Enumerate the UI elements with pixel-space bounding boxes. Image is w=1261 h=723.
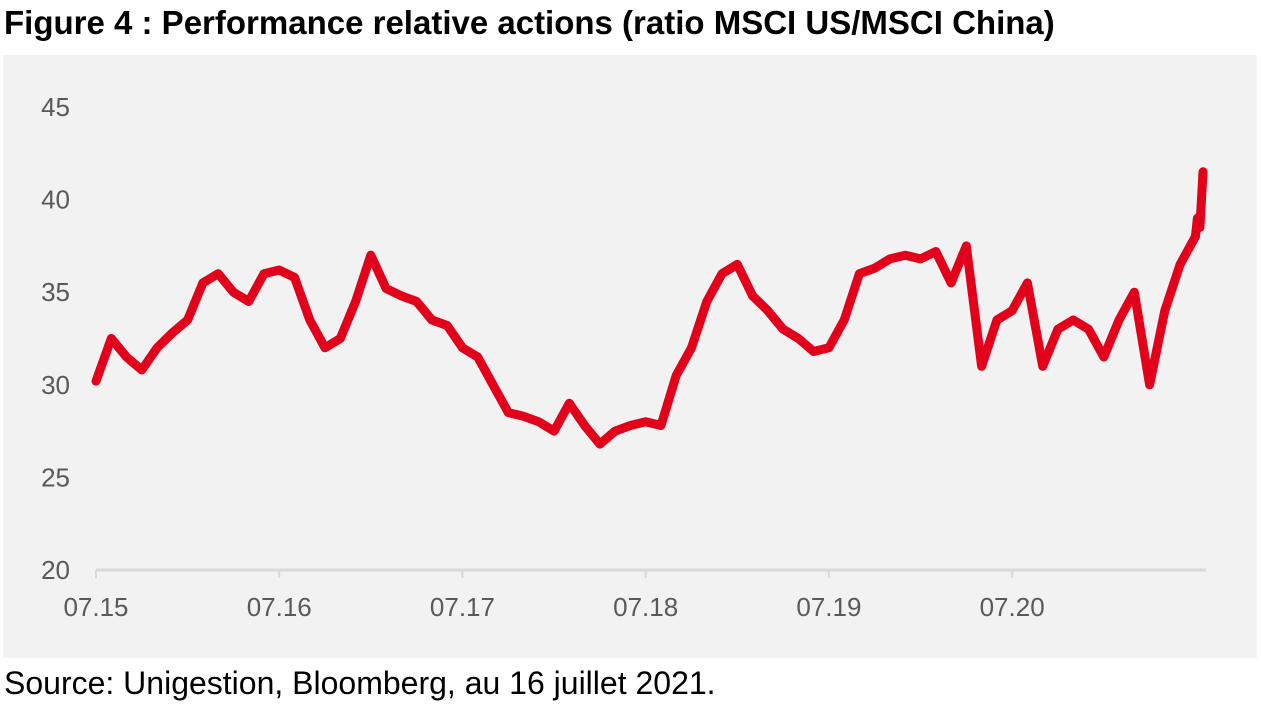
y-tick-label: 30 bbox=[41, 370, 70, 400]
y-tick-label: 35 bbox=[41, 277, 70, 307]
series-line-0 bbox=[91, 232, 1200, 449]
x-tick-label: 07.18 bbox=[613, 592, 678, 622]
x-tick-label: 07.16 bbox=[247, 592, 312, 622]
x-tick-label: 07.15 bbox=[63, 592, 128, 622]
y-tick-label: 40 bbox=[41, 185, 70, 215]
x-tick-label: 07.17 bbox=[430, 592, 495, 622]
y-tick-label: 20 bbox=[41, 555, 70, 585]
series-line-1 bbox=[1190, 167, 1208, 242]
y-tick-label: 45 bbox=[41, 92, 70, 122]
series-group bbox=[91, 167, 1208, 449]
chart-title: Figure 4 : Performance relative actions … bbox=[4, 4, 1055, 41]
x-axis: 07.15 07.16 07.17 07.18 07.19 07.20 bbox=[63, 568, 1206, 622]
plot-area: 20 25 30 35 40 45 07.15 07.16 07.17 07.18 07.19 07… bbox=[3, 55, 1257, 658]
x-tick-label: 07.19 bbox=[796, 592, 861, 622]
x-tick-label: 07.20 bbox=[980, 592, 1045, 622]
y-axis: 20 25 30 35 40 45 bbox=[41, 92, 70, 585]
source-note: Source: Unigestion, Bloomberg, au 16 jui… bbox=[4, 665, 716, 701]
y-tick-label: 25 bbox=[41, 462, 70, 492]
